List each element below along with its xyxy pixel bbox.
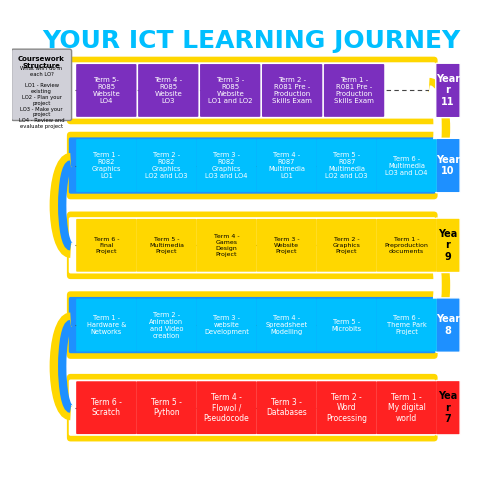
FancyBboxPatch shape bbox=[201, 65, 260, 116]
FancyBboxPatch shape bbox=[436, 138, 460, 193]
Text: Term 5 -
Multimedia
Project: Term 5 - Multimedia Project bbox=[149, 237, 184, 254]
FancyBboxPatch shape bbox=[77, 140, 136, 191]
FancyBboxPatch shape bbox=[378, 300, 436, 350]
FancyBboxPatch shape bbox=[258, 300, 316, 350]
FancyBboxPatch shape bbox=[12, 49, 72, 120]
Text: Term 1 -
Preproduction
documents: Term 1 - Preproduction documents bbox=[384, 237, 428, 254]
FancyBboxPatch shape bbox=[138, 382, 196, 433]
Text: What will I do in
each LO?

LO1 - Review
existing
LO2 - Plan your
project
LO3 - : What will I do in each LO? LO1 - Review … bbox=[18, 66, 64, 129]
FancyBboxPatch shape bbox=[378, 220, 436, 270]
FancyBboxPatch shape bbox=[198, 382, 256, 433]
FancyBboxPatch shape bbox=[436, 218, 460, 272]
FancyBboxPatch shape bbox=[325, 65, 383, 116]
Text: Term 5 -
Python: Term 5 - Python bbox=[151, 398, 182, 417]
Text: Term 6 -
Scratch: Term 6 - Scratch bbox=[91, 398, 122, 417]
Text: Term 4 -
Spreadsheet
Modelling: Term 4 - Spreadsheet Modelling bbox=[266, 315, 308, 335]
Text: Term 1 -
My digital
world: Term 1 - My digital world bbox=[388, 393, 426, 422]
Text: YOUR ICT LEARNING JOURNEY: YOUR ICT LEARNING JOURNEY bbox=[42, 30, 460, 54]
Text: Term 6 -
Final
Project: Term 6 - Final Project bbox=[94, 237, 119, 254]
FancyBboxPatch shape bbox=[436, 380, 460, 435]
Text: Term 5 -
Microbits: Term 5 - Microbits bbox=[332, 318, 362, 332]
FancyBboxPatch shape bbox=[69, 138, 436, 194]
Text: Term 1 -
R082
Graphics
LO1: Term 1 - R082 Graphics LO1 bbox=[92, 152, 121, 179]
FancyBboxPatch shape bbox=[258, 140, 316, 191]
Text: Term 2 -
R082
Graphics
LO2 and LO3: Term 2 - R082 Graphics LO2 and LO3 bbox=[145, 152, 188, 179]
FancyBboxPatch shape bbox=[69, 217, 436, 274]
Text: Term 4 -
Flowol /
Pseudocode: Term 4 - Flowol / Pseudocode bbox=[204, 393, 250, 422]
FancyBboxPatch shape bbox=[318, 140, 376, 191]
FancyBboxPatch shape bbox=[67, 292, 438, 359]
FancyBboxPatch shape bbox=[318, 300, 376, 350]
FancyBboxPatch shape bbox=[138, 140, 196, 191]
Text: Term 3 -
Website
Project: Term 3 - Website Project bbox=[274, 237, 299, 254]
Text: Coursework
Structure: Coursework Structure bbox=[18, 56, 65, 68]
Text: Term 5-
R085
Website
LO4: Term 5- R085 Website LO4 bbox=[92, 77, 120, 104]
Text: Term 1 -
R081 Pre -
Production
Skills Exam: Term 1 - R081 Pre - Production Skills Ex… bbox=[334, 77, 374, 104]
FancyBboxPatch shape bbox=[77, 65, 136, 116]
FancyBboxPatch shape bbox=[198, 300, 256, 350]
FancyBboxPatch shape bbox=[69, 380, 436, 436]
FancyBboxPatch shape bbox=[436, 63, 460, 118]
FancyBboxPatch shape bbox=[77, 382, 136, 433]
Text: Year
8: Year 8 bbox=[436, 314, 460, 336]
FancyBboxPatch shape bbox=[378, 382, 436, 433]
Text: Term 3 -
Databases: Term 3 - Databases bbox=[266, 398, 307, 417]
FancyBboxPatch shape bbox=[69, 62, 436, 118]
FancyBboxPatch shape bbox=[436, 298, 460, 352]
FancyBboxPatch shape bbox=[198, 140, 256, 191]
FancyBboxPatch shape bbox=[77, 300, 136, 350]
FancyBboxPatch shape bbox=[67, 374, 438, 442]
Text: Term 3 -
website
Development: Term 3 - website Development bbox=[204, 315, 249, 335]
FancyBboxPatch shape bbox=[77, 220, 136, 270]
Text: Term 2 -
Animation
and Video
creation: Term 2 - Animation and Video creation bbox=[150, 312, 184, 338]
Text: Term 2 -
Graphics
Project: Term 2 - Graphics Project bbox=[332, 237, 360, 254]
Text: Yea
r
9: Yea r 9 bbox=[438, 228, 458, 262]
FancyBboxPatch shape bbox=[378, 140, 436, 191]
Text: Term 6 -
Multimedia
LO3 and LO4: Term 6 - Multimedia LO3 and LO4 bbox=[386, 156, 428, 176]
FancyBboxPatch shape bbox=[67, 132, 438, 200]
FancyBboxPatch shape bbox=[138, 300, 196, 350]
FancyBboxPatch shape bbox=[139, 65, 198, 116]
Text: Term 2 -
Word
Processing: Term 2 - Word Processing bbox=[326, 393, 367, 422]
FancyBboxPatch shape bbox=[258, 220, 316, 270]
FancyBboxPatch shape bbox=[67, 56, 438, 124]
Text: Term 5 -
R087
Multimedia
LO2 and LO3: Term 5 - R087 Multimedia LO2 and LO3 bbox=[326, 152, 368, 179]
Text: Term 1 -
Hardware &
Networks: Term 1 - Hardware & Networks bbox=[86, 315, 126, 335]
FancyBboxPatch shape bbox=[258, 382, 316, 433]
FancyBboxPatch shape bbox=[318, 220, 376, 270]
Text: Yea
r
7: Yea r 7 bbox=[438, 391, 458, 424]
FancyBboxPatch shape bbox=[67, 212, 438, 279]
Text: Term 4 -
R085
Website
LO3: Term 4 - R085 Website LO3 bbox=[154, 77, 182, 104]
Text: Term 4 -
Games
Design
Project: Term 4 - Games Design Project bbox=[214, 234, 240, 256]
Text: Term 3 -
R082
Graphics
LO3 and LO4: Term 3 - R082 Graphics LO3 and LO4 bbox=[205, 152, 248, 179]
Text: Year
10: Year 10 bbox=[436, 154, 460, 176]
FancyBboxPatch shape bbox=[263, 65, 321, 116]
FancyBboxPatch shape bbox=[318, 382, 376, 433]
Text: Year
r
11: Year r 11 bbox=[436, 74, 460, 107]
Text: Term 2 -
R081 Pre -
Production
Skills Exam: Term 2 - R081 Pre - Production Skills Ex… bbox=[272, 77, 312, 104]
FancyBboxPatch shape bbox=[198, 220, 256, 270]
Text: Term 3 -
R085
Website
LO1 and LO2: Term 3 - R085 Website LO1 and LO2 bbox=[208, 77, 252, 104]
Text: Term 4 -
R087
Multimedia
LO1: Term 4 - R087 Multimedia LO1 bbox=[268, 152, 305, 179]
Text: Term 6 -
Theme Park
Project: Term 6 - Theme Park Project bbox=[387, 315, 426, 335]
FancyBboxPatch shape bbox=[69, 297, 436, 353]
FancyBboxPatch shape bbox=[138, 220, 196, 270]
